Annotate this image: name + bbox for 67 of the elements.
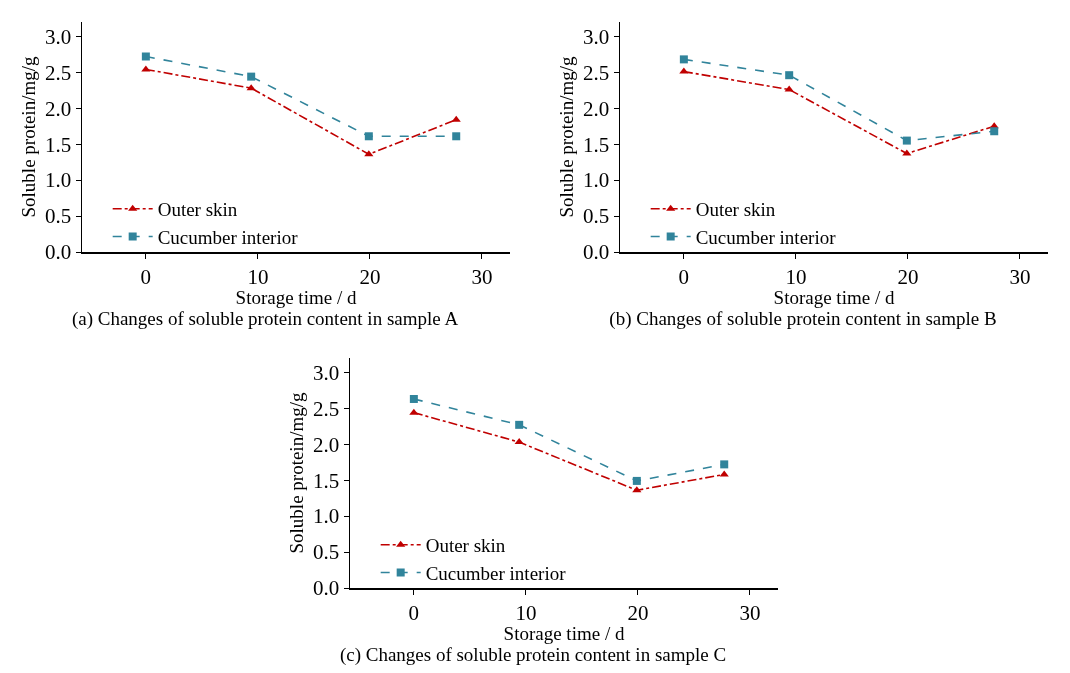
x-tick-label: 30	[471, 264, 493, 289]
y-tick-label: 0.5	[583, 204, 610, 229]
point	[364, 132, 373, 141]
y-tick-label: 2.0	[313, 432, 340, 457]
point	[784, 85, 794, 92]
y-axis-title: Soluble protein/mg/g	[18, 56, 40, 218]
x-tick-label: 20	[627, 600, 649, 625]
text: (c) Changes of soluble protein content in sample C	[338, 644, 728, 666]
y-tick-label: 2.0	[45, 96, 72, 121]
legend-label: Outer skin	[695, 199, 776, 221]
x-tick-label: 10	[247, 264, 269, 289]
x-tick-label: 10	[785, 264, 807, 289]
y-tick-label: 0.5	[313, 540, 340, 565]
y-tick-label: 2.5	[313, 396, 340, 421]
point	[409, 394, 418, 403]
y-tick-label: 1.0	[45, 168, 72, 193]
y-tick-label: 3.0	[583, 24, 610, 49]
point	[990, 127, 999, 136]
point	[409, 408, 419, 415]
y-tick-label: 0.5	[45, 204, 72, 229]
point	[247, 72, 256, 81]
x-tick-label: 30	[1009, 264, 1031, 289]
text: (b) Changes of soluble protein content in sample B	[608, 308, 998, 330]
y-tick-label: 0.0	[583, 240, 610, 265]
y-tick-label: 1.0	[583, 168, 610, 193]
point	[720, 460, 729, 469]
point	[451, 115, 461, 122]
y-tick-label: 1.5	[45, 132, 72, 157]
x-tick-label: 10	[515, 600, 537, 625]
legend-label: Outer skin	[157, 199, 238, 221]
point	[679, 67, 689, 74]
y-axis-title: Soluble protein/mg/g	[286, 392, 308, 554]
point	[632, 476, 641, 485]
x-axis-title: Storage time / d	[773, 287, 895, 308]
point	[141, 52, 150, 61]
x-tick-label: 0	[408, 600, 420, 625]
text: (a) Changes of soluble protein content in sample A	[70, 308, 460, 330]
y-tick-label: 2.5	[583, 60, 610, 85]
point	[246, 84, 256, 91]
y-tick-label: 0.0	[313, 576, 340, 601]
y-tick-label: 2.0	[583, 96, 610, 121]
x-tick-label: 30	[739, 600, 761, 625]
legend-label: Cucumber interior	[425, 562, 567, 584]
y-tick-label: 2.5	[45, 60, 72, 85]
legend-label: Cucumber interior	[695, 226, 837, 248]
y-axis-title: Soluble protein/mg/g	[556, 56, 578, 218]
y-tick-label: 3.0	[45, 24, 72, 49]
point	[679, 55, 688, 64]
y-tick-label: 1.5	[313, 468, 340, 493]
point	[785, 71, 794, 80]
legend-label: Cucumber interior	[157, 226, 299, 248]
legend-label: Outer skin	[425, 535, 506, 557]
x-axis-title: Storage time / d	[503, 623, 625, 644]
point	[514, 438, 524, 445]
point	[902, 149, 912, 156]
y-tick-label: 1.0	[313, 504, 340, 529]
x-tick-label: 0	[140, 264, 152, 289]
point	[515, 420, 524, 429]
x-tick-label: 20	[897, 264, 919, 289]
x-tick-label: 0	[678, 264, 690, 289]
point	[902, 136, 911, 145]
x-axis-title: Storage time / d	[235, 287, 357, 308]
y-tick-label: 3.0	[313, 360, 340, 385]
x-tick-label: 20	[359, 264, 381, 289]
y-tick-label: 0.0	[45, 240, 72, 265]
point	[452, 132, 461, 141]
y-tick-label: 1.5	[583, 132, 610, 157]
